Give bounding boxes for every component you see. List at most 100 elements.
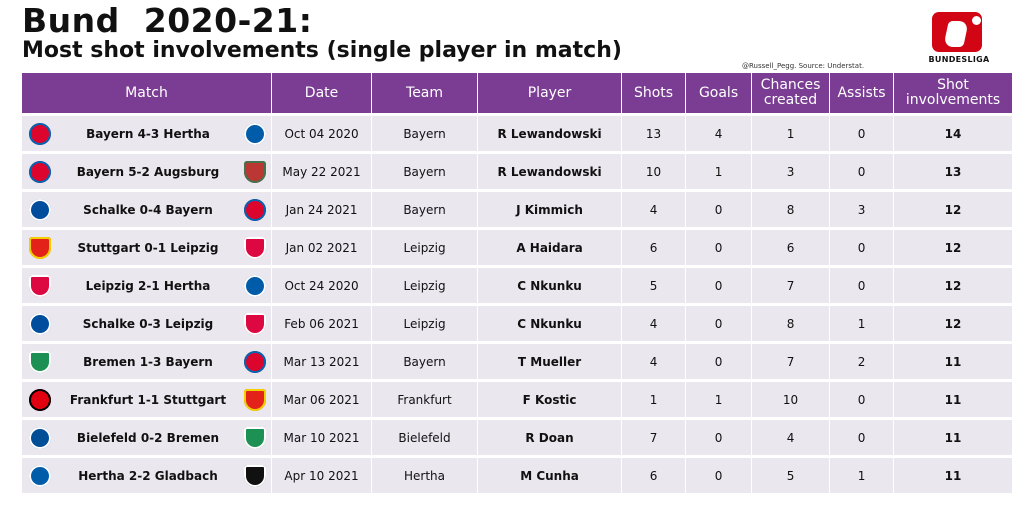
table-row: Bayern 5-2 Augsburg May 22 2021 Bayern R Le…: [22, 151, 1013, 189]
team-cell: Hertha: [372, 455, 479, 493]
gladbach-crest-icon: [243, 464, 266, 487]
total-cell: 12: [894, 303, 1013, 341]
match-cell: Bayern 4-3 Hertha: [58, 113, 238, 151]
player-cell: R Lewandowski: [478, 151, 623, 189]
away-crest: [238, 265, 273, 303]
assists-cell: 1: [830, 455, 895, 493]
goals-cell: 1: [686, 379, 753, 417]
col-header-shot-involvements: Shot involvements: [894, 73, 1013, 113]
chances-cell: 8: [752, 303, 831, 341]
away-crest: [238, 341, 273, 379]
match-cell: Bielefeld 0-2 Bremen: [58, 417, 238, 455]
total-cell: 13: [894, 151, 1013, 189]
chances-cell: 4: [752, 417, 831, 455]
date-cell: Apr 10 2021: [272, 455, 373, 493]
home-crest: [22, 113, 58, 151]
bremen-crest-icon: [29, 350, 51, 373]
goals-cell: 0: [686, 341, 753, 379]
goals-cell: 1: [686, 151, 753, 189]
goals-cell: 0: [686, 455, 753, 493]
page-subtitle: Most shot involvements (single player in…: [22, 38, 622, 63]
assists-cell: 0: [830, 227, 895, 265]
page-title: Bund 2020-21:: [22, 1, 313, 40]
total-cell: 14: [894, 113, 1013, 151]
match-cell: Hertha 2-2 Gladbach: [58, 455, 238, 493]
chances-cell: 10: [752, 379, 831, 417]
bielefeld-crest-icon: [29, 426, 51, 449]
home-crest: [22, 227, 58, 265]
team-cell: Bayern: [372, 341, 479, 379]
shots-cell: 5: [622, 265, 687, 303]
total-cell: 11: [894, 417, 1013, 455]
away-crest: [238, 189, 273, 227]
assists-cell: 0: [830, 151, 895, 189]
team-cell: Bayern: [372, 113, 479, 151]
bayern-crest-icon: [29, 160, 51, 183]
date-cell: May 22 2021: [272, 151, 373, 189]
player-cell: R Doan: [478, 417, 623, 455]
hertha-crest-icon: [243, 274, 266, 297]
col-header-chances-created-label: Chances created: [760, 77, 821, 108]
leipzig-crest-icon: [29, 274, 51, 297]
bayern-crest-icon: [243, 350, 266, 373]
bayern-crest-icon: [243, 198, 266, 221]
date-cell: Jan 02 2021: [272, 227, 373, 265]
col-header-date: Date: [272, 73, 373, 113]
date-cell: Oct 04 2020: [272, 113, 373, 151]
shots-cell: 6: [622, 227, 687, 265]
home-crest: [22, 455, 58, 493]
frankfurt-crest-icon: [29, 388, 51, 411]
bundesliga-logo-icon: [932, 12, 982, 52]
date-cell: Jan 24 2021: [272, 189, 373, 227]
away-crest: [238, 151, 273, 189]
team-cell: Bayern: [372, 151, 479, 189]
assists-cell: 0: [830, 417, 895, 455]
col-header-shots: Shots: [622, 73, 687, 113]
team-cell: Bielefeld: [372, 417, 479, 455]
team-cell: Bayern: [372, 189, 479, 227]
match-cell: Frankfurt 1-1 Stuttgart: [58, 379, 238, 417]
assists-cell: 1: [830, 303, 895, 341]
player-cell: A Haidara: [478, 227, 623, 265]
goals-cell: 0: [686, 265, 753, 303]
shots-cell: 13: [622, 113, 687, 151]
total-cell: 11: [894, 379, 1013, 417]
date-cell: Mar 10 2021: [272, 417, 373, 455]
player-cell: R Lewandowski: [478, 113, 623, 151]
shots-cell: 10: [622, 151, 687, 189]
match-cell: Bayern 5-2 Augsburg: [58, 151, 238, 189]
shots-cell: 4: [622, 303, 687, 341]
team-cell: Leipzig: [372, 227, 479, 265]
match-cell: Schalke 0-3 Leipzig: [58, 303, 238, 341]
table-row: Bielefeld 0-2 Bremen Mar 10 2021 Bielefeld…: [22, 417, 1013, 455]
total-cell: 11: [894, 455, 1013, 493]
augsburg-crest-icon: [243, 160, 266, 183]
player-cell: C Nkunku: [478, 265, 623, 303]
total-cell: 12: [894, 227, 1013, 265]
away-crest: [238, 417, 273, 455]
date-cell: Mar 13 2021: [272, 341, 373, 379]
table-row: Schalke 0-4 Bayern Jan 24 2021 Bayern J Kim…: [22, 189, 1013, 227]
schalke-crest-icon: [29, 198, 51, 221]
assists-cell: 0: [830, 113, 895, 151]
stuttgart-crest-icon: [243, 388, 266, 411]
goals-cell: 0: [686, 189, 753, 227]
leipzig-crest-icon: [243, 236, 266, 259]
home-crest: [22, 189, 58, 227]
assists-cell: 0: [830, 379, 895, 417]
shots-cell: 4: [622, 341, 687, 379]
assists-cell: 0: [830, 265, 895, 303]
col-header-assists: Assists: [830, 73, 895, 113]
date-cell: Feb 06 2021: [272, 303, 373, 341]
total-cell: 11: [894, 341, 1013, 379]
hertha-crest-icon: [243, 122, 266, 145]
hertha-crest-icon: [29, 464, 51, 487]
col-header-goals: Goals: [686, 73, 753, 113]
bremen-crest-icon: [243, 426, 266, 449]
away-crest: [238, 113, 273, 151]
title-block: Bund 2020-21: Most shot involvements (si…: [22, 2, 622, 64]
away-crest: [238, 379, 273, 417]
match-cell: Schalke 0-4 Bayern: [58, 189, 238, 227]
leipzig-crest-icon: [243, 312, 266, 335]
col-header-chances-created: Chances created: [752, 73, 831, 113]
